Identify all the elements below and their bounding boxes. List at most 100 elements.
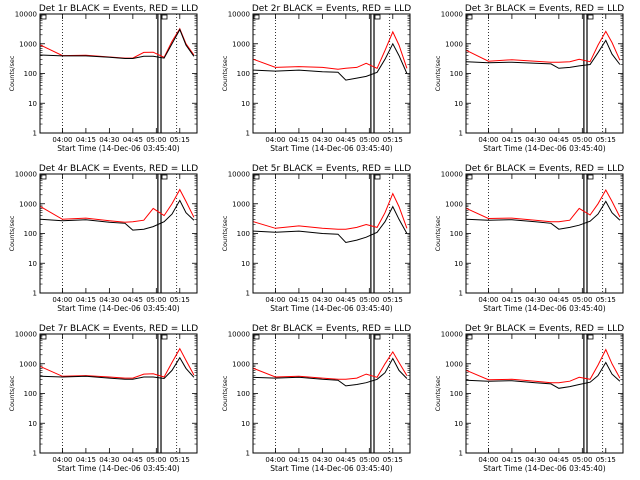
x-tick-label: 05:15 bbox=[596, 456, 616, 464]
y-tick-label: 10 bbox=[28, 260, 37, 268]
x-tick-label: 04:00 bbox=[52, 456, 72, 464]
x-tick-label: 05:00 bbox=[572, 136, 592, 144]
y-tick-label: 10 bbox=[454, 420, 463, 428]
y-tick-label: 1000 bbox=[19, 200, 37, 208]
x-tick-label: 05:15 bbox=[170, 456, 190, 464]
y-tick-label: 1 bbox=[459, 290, 463, 298]
corner-marker bbox=[40, 334, 47, 340]
corner-marker bbox=[161, 334, 168, 340]
x-tick-label: 04:45 bbox=[549, 136, 569, 144]
x-tick-label: 04:30 bbox=[312, 296, 332, 304]
lld-series-line bbox=[40, 347, 195, 379]
x-tick-label: 04:00 bbox=[265, 456, 285, 464]
x-tick-label: 04:30 bbox=[312, 456, 332, 464]
panel-title: Det 3r BLACK = Events, RED = LLD bbox=[465, 4, 624, 14]
x-axis-label: Start Time (14-Dec-06 03:45:40) bbox=[483, 144, 605, 153]
y-tick-label: 10 bbox=[241, 260, 250, 268]
y-tick-label: 1 bbox=[459, 130, 463, 138]
y-tick-label: 1 bbox=[33, 290, 37, 298]
lld-series-line bbox=[466, 348, 621, 384]
y-tick-label: 10000 bbox=[228, 11, 250, 19]
panel-title: Det 8r BLACK = Events, RED = LLD bbox=[252, 324, 411, 334]
x-tick-label: 05:00 bbox=[146, 136, 166, 144]
x-tick-label: 04:15 bbox=[76, 456, 96, 464]
events-series-line bbox=[40, 356, 195, 380]
x-tick-label: 04:45 bbox=[549, 296, 569, 304]
y-tick-label: 10000 bbox=[441, 331, 463, 339]
panel-title: Det 7r BLACK = Events, RED = LLD bbox=[39, 324, 198, 334]
x-axis-label: Start Time (14-Dec-06 03:45:40) bbox=[270, 144, 392, 153]
corner-marker bbox=[374, 334, 381, 340]
y-tick-label: 1000 bbox=[232, 40, 250, 48]
y-tick-label: 10000 bbox=[15, 171, 37, 179]
corner-marker bbox=[161, 14, 168, 20]
panel-title: Det 2r BLACK = Events, RED = LLD bbox=[252, 4, 411, 14]
y-axis-label: Counts/sec bbox=[434, 215, 442, 251]
x-tick-label: 05:00 bbox=[146, 456, 166, 464]
events-series-line bbox=[253, 42, 408, 81]
x-tick-label: 04:15 bbox=[289, 456, 309, 464]
x-axis-label: Start Time (14-Dec-06 03:45:40) bbox=[270, 304, 392, 313]
panel-det-5: Det 5r BLACK = Events, RED = LLD 1 10 100 10… bbox=[221, 164, 411, 313]
panel-det-8: Det 8r BLACK = Events, RED = LLD 1 10 100 10… bbox=[221, 324, 411, 473]
x-tick-label: 05:15 bbox=[596, 296, 616, 304]
lld-series-line bbox=[466, 30, 621, 63]
x-axis-label: Start Time (14-Dec-06 03:45:40) bbox=[57, 144, 179, 153]
y-tick-label: 100 bbox=[237, 390, 250, 398]
x-tick-label: 05:15 bbox=[383, 296, 403, 304]
panel-det-9: Det 9r BLACK = Events, RED = LLD 1 10 100 10… bbox=[434, 324, 624, 473]
events-series-line bbox=[466, 39, 621, 69]
x-tick-label: 04:15 bbox=[76, 296, 96, 304]
x-tick-label: 04:30 bbox=[312, 136, 332, 144]
y-tick-label: 1000 bbox=[232, 360, 250, 368]
y-tick-label: 10000 bbox=[228, 171, 250, 179]
x-tick-label: 05:15 bbox=[170, 296, 190, 304]
corner-marker bbox=[587, 174, 594, 180]
y-axis-label: Counts/sec bbox=[8, 215, 16, 251]
corner-marker bbox=[40, 174, 47, 180]
y-tick-label: 100 bbox=[24, 390, 37, 398]
y-tick-label: 1000 bbox=[19, 40, 37, 48]
y-axis-label: Counts/sec bbox=[434, 55, 442, 91]
x-tick-label: 04:30 bbox=[525, 456, 545, 464]
events-series-line bbox=[466, 200, 621, 230]
x-tick-label: 05:00 bbox=[146, 296, 166, 304]
y-tick-label: 1 bbox=[459, 450, 463, 458]
y-tick-label: 10 bbox=[28, 100, 37, 108]
y-axis-label: Counts/sec bbox=[434, 375, 442, 411]
x-tick-label: 05:00 bbox=[572, 456, 592, 464]
panel-title: Det 6r BLACK = Events, RED = LLD bbox=[465, 164, 624, 174]
x-axis-label: Start Time (14-Dec-06 03:45:40) bbox=[483, 464, 605, 473]
x-axis-label: Start Time (14-Dec-06 03:45:40) bbox=[57, 464, 179, 473]
x-tick-label: 05:15 bbox=[596, 136, 616, 144]
x-tick-label: 05:00 bbox=[572, 296, 592, 304]
corner-marker bbox=[161, 174, 168, 180]
x-tick-label: 04:00 bbox=[52, 296, 72, 304]
corner-marker bbox=[374, 174, 381, 180]
y-tick-label: 10 bbox=[241, 100, 250, 108]
x-tick-label: 05:15 bbox=[383, 456, 403, 464]
y-tick-label: 1000 bbox=[445, 360, 463, 368]
x-tick-label: 04:00 bbox=[478, 456, 498, 464]
x-tick-label: 04:45 bbox=[123, 136, 143, 144]
x-tick-label: 04:15 bbox=[76, 136, 96, 144]
panel-det-1: Det 1r BLACK = Events, RED = LLD 1 10 100 10… bbox=[8, 4, 198, 153]
x-tick-label: 04:30 bbox=[99, 456, 119, 464]
y-tick-label: 1000 bbox=[445, 200, 463, 208]
x-tick-label: 05:15 bbox=[170, 136, 190, 144]
panel-title: Det 4r BLACK = Events, RED = LLD bbox=[39, 164, 198, 174]
y-tick-label: 100 bbox=[450, 70, 463, 78]
x-tick-label: 04:30 bbox=[99, 296, 119, 304]
y-tick-label: 100 bbox=[450, 230, 463, 238]
corner-marker bbox=[253, 334, 260, 340]
x-tick-label: 04:15 bbox=[502, 456, 522, 464]
x-tick-label: 04:15 bbox=[289, 296, 309, 304]
y-tick-label: 10000 bbox=[441, 171, 463, 179]
x-tick-label: 04:00 bbox=[265, 296, 285, 304]
y-tick-label: 1 bbox=[33, 130, 37, 138]
y-axis-label: Counts/sec bbox=[8, 55, 16, 91]
panel-title: Det 9r BLACK = Events, RED = LLD bbox=[465, 324, 624, 334]
y-tick-label: 10000 bbox=[15, 331, 37, 339]
y-tick-label: 100 bbox=[24, 70, 37, 78]
